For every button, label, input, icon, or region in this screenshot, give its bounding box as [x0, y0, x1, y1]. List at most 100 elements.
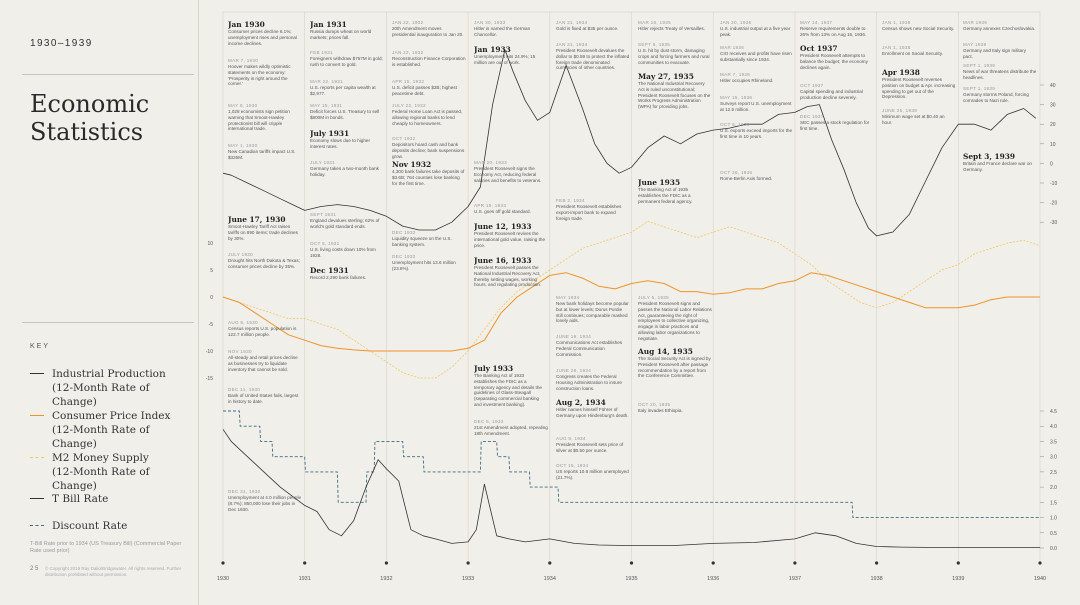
event-annotation: May 27, 1935 The National Industrial Reco…: [638, 72, 712, 110]
event-text: Hitler occupies Rhineland.: [720, 78, 774, 83]
year-tick-dot: [303, 561, 307, 565]
event-annotation: MAR 1939 Germany annexes Czechoslovakia.: [963, 20, 1037, 32]
event-text: U.S. exports exceed imports for the firs…: [720, 128, 792, 139]
event-date: APR 19, 1933: [474, 203, 507, 208]
event-date: NOV 1930: [228, 349, 252, 354]
event-date: MAR 20, 1933: [474, 160, 507, 165]
event-annotation: FEB 1931 Foreigners withdraw $757M in gol…: [310, 50, 384, 68]
event-annotation: SEPT 1, 1939 Germany storms Poland, forci…: [963, 86, 1037, 104]
x-tick-label: 1935: [625, 576, 637, 582]
event-text: New bank holidays become popular but at …: [556, 301, 629, 324]
event-date: MAY 15, 1931: [310, 103, 343, 108]
year-tick-dot: [711, 561, 715, 565]
event-annotation: MAY 14, 1937 Reserve requirements double …: [800, 20, 874, 38]
event-date: Oct 1937: [800, 44, 838, 53]
y-tick-label-right: 30: [1050, 103, 1056, 109]
event-annotation: FEB 2, 1934 President Roosevelt establish…: [556, 198, 630, 221]
key-swatch: [30, 415, 44, 416]
event-date: AUG 9, 1934: [556, 436, 586, 441]
event-text: Liquidity squeeze on the U.S. banking sy…: [392, 236, 452, 247]
event-date: OCT 6, 1936: [720, 122, 750, 127]
event-text: Capital spending and industrial producti…: [800, 89, 863, 100]
event-date: MAY 1939: [963, 42, 987, 47]
event-text: 20th Amendment moves presidential inaugu…: [392, 26, 464, 37]
event-date: OCT 20, 1935: [638, 402, 671, 407]
event-text: Bank of United States fails, largest in …: [228, 393, 299, 404]
key-label-line1: Industrial Production: [52, 368, 166, 380]
y-tick-label-left: -15: [206, 376, 213, 382]
event-annotation: AUG 9, 1934 President Roosevelt sets pric…: [556, 436, 630, 454]
event-annotation: JAN 1, 1938 Census shows new Social Secur…: [882, 20, 956, 32]
key-item-discount: Discount Rate: [30, 519, 195, 549]
event-annotation: DEC 1932 Liquidity squeeze on the U.S. ba…: [392, 230, 466, 248]
event-date: SEPT 1931: [310, 212, 337, 217]
event-date: JAN 1, 1938: [882, 45, 911, 50]
event-date: JAN 20, 1936: [720, 20, 752, 25]
year-tick-dot: [956, 561, 960, 565]
event-date: June 12, 1933: [474, 222, 532, 231]
event-date: MAY 15, 1936: [720, 95, 753, 100]
event-annotation: Jan 1930 Consumer prices decline 6.1%; un…: [228, 20, 302, 46]
event-text: Depositors hoard cash and bank deposits …: [392, 142, 465, 159]
event-annotation: OCT 15, 1934 US reports 10.6 million unem…: [556, 463, 630, 481]
event-text: Germany annexes Czechoslovakia.: [963, 26, 1036, 31]
event-text: Unemployment hits 24.9%; 15 million are …: [474, 54, 536, 65]
event-date: OCT 5, 1931: [310, 241, 340, 246]
event-date: MAY 1, 1930: [228, 143, 258, 148]
event-text: The Social Security Act is signed by Pre…: [638, 356, 711, 379]
key-swatch: [30, 525, 44, 526]
event-text: Record 2,290 bank failures.: [310, 275, 367, 280]
event-annotation: OCT 1932 Depositors hoard cash and bank d…: [392, 136, 466, 159]
key-label-line1: T Bill Rate: [52, 493, 109, 505]
event-date: DEC 31, 1930: [228, 489, 261, 494]
event-annotation: JAN 22, 1932 20th Amendment moves preside…: [392, 20, 466, 38]
event-annotation: OCT 26, 1936 Rome-Berlin Axis formed.: [720, 170, 794, 182]
event-date: FEB 2, 1934: [556, 198, 585, 203]
event-annotation: DEC 11, 1930 Bank of United States fails,…: [228, 387, 302, 405]
event-date: JULY 5, 1935: [638, 295, 670, 300]
year-tick-dot: [875, 561, 879, 565]
event-text: U.S. living costs down 10% from 1928.: [310, 247, 376, 258]
event-annotation: Dec 1931 Record 2,290 bank failures.: [310, 266, 384, 281]
x-tick-label: 1930: [217, 576, 229, 582]
year-tick-dot: [793, 561, 797, 565]
event-annotation: OCT 6, 1936 U.S. exports exceed imports f…: [720, 122, 794, 140]
event-annotation: SEPT 6, 1935 U.S. hit by dust storm, dama…: [638, 42, 712, 65]
event-text: Federal Home Loan Act is passed, allowin…: [392, 109, 463, 126]
event-annotation: NOV 1930 All-steady and retail prices dec…: [228, 349, 302, 372]
event-text: Hitler is named the German Chancellor.: [474, 26, 531, 37]
event-text: U.S. reports per capita wealth at $2,977…: [310, 85, 376, 96]
divider: [22, 74, 194, 75]
key-label: M2 Money Supply (12-Month Rate of Change…: [52, 451, 195, 493]
y-tick-label-right: 0.0: [1050, 546, 1057, 552]
event-text: Unemployment hits 13.6 million (23.6%).: [392, 260, 456, 271]
year-tick-dot: [384, 561, 388, 565]
key-label: Discount Rate: [52, 519, 127, 533]
industrial-production-line: [222, 49, 1037, 237]
key-label: Industrial Production (12-Month Rate of …: [52, 367, 195, 409]
title-line-2: Statistics: [30, 118, 144, 146]
event-date: June 17, 1930: [228, 215, 286, 224]
event-date: MAY 14, 1937: [800, 20, 833, 25]
event-text: Smoot-Hawley Tariff Act raises tariffs o…: [228, 224, 298, 241]
event-annotation: SEPT 1931 England devalues sterling; 62% …: [310, 212, 384, 230]
event-annotation: MAY 6, 1930 1,028 economists sign petitio…: [228, 103, 302, 132]
event-annotation: AUG 8, 1930 Census reports U.S. populatio…: [228, 320, 302, 338]
event-annotation: MAR 22, 1931 U.S. reports per capita weal…: [310, 79, 384, 97]
y-tick-label-right: 2.5: [1050, 470, 1057, 476]
left-panel: 1930–1939 Economic Statistics KEY Indust…: [0, 0, 199, 605]
y-tick-label-left: 5: [210, 268, 213, 274]
event-text: Drought hits North Dakota & Texas; consu…: [228, 258, 300, 269]
key-label-line2: (12-Month Rate of Change): [52, 466, 150, 492]
event-date: FEB 1931: [310, 50, 333, 55]
event-annotation: MAY 1, 1930 New Canadian tariffs impact U…: [228, 143, 302, 161]
event-annotation: JAN 22, 1932 Reconstruction Finance Corpo…: [392, 50, 466, 68]
event-annotation: APR 19, 1933 U.S. goes off gold standard.: [474, 203, 548, 215]
event-annotation: Sept 3, 1939 Britain and France declare w…: [963, 152, 1037, 173]
t-bill-rate-line: [222, 429, 1040, 548]
event-annotation: JAN 31, 1934 Gold is fixed at $35 per oun…: [556, 20, 630, 32]
event-text: All-steady and retail prices decline as …: [228, 355, 298, 372]
event-text: Germany storms Poland, forcing comrades …: [963, 92, 1029, 103]
page-number: 2 5: [30, 566, 39, 572]
